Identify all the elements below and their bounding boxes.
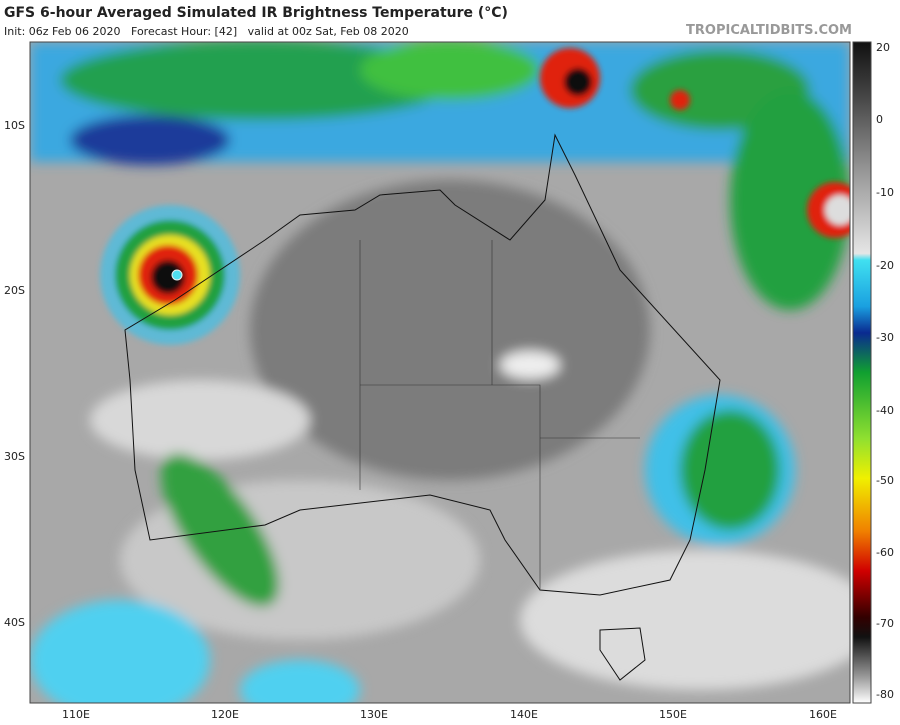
colorbar-label: -10 [876, 186, 894, 199]
title: GFS 6-hour Averaged Simulated IR Brightn… [4, 5, 508, 21]
lon-label: 120E [211, 708, 239, 721]
satellite-map [30, 42, 850, 703]
lon-label: 140E [510, 708, 538, 721]
map-frame [29, 41, 851, 704]
brand: TROPICALTIDBITS.COM [686, 23, 852, 38]
colorbar-labels: 20 0 -10 -20 -30 -40 -50 -60 -70 -80 [876, 41, 894, 701]
colorbar-label: -70 [876, 617, 894, 630]
colorbar-label: 20 [876, 41, 890, 54]
subtitle: Init: 06z Feb 06 2020 Forecast Hour: [42… [4, 25, 409, 38]
colorbar-label: -80 [876, 688, 894, 701]
lat-label: 30S [4, 450, 25, 463]
colorbar-label: -40 [876, 404, 894, 417]
lat-label: 10S [4, 119, 25, 132]
longitude-labels: 110E 120E 130E 140E 150E 160E [62, 708, 837, 721]
colorbar-label: -20 [876, 259, 894, 272]
lon-label: 150E [659, 708, 687, 721]
colorbar-label: -30 [876, 331, 894, 344]
latitude-labels: 10S 20S 30S 40S [4, 119, 25, 629]
lon-label: 130E [360, 708, 388, 721]
lon-label: 110E [62, 708, 90, 721]
colorbar-label: -50 [876, 474, 894, 487]
colorbar-label: -60 [876, 546, 894, 559]
colorbar-label: 0 [876, 113, 883, 126]
colorbar [852, 41, 872, 704]
lon-label: 160E [809, 708, 837, 721]
lat-label: 40S [4, 616, 25, 629]
lat-label: 20S [4, 284, 25, 297]
